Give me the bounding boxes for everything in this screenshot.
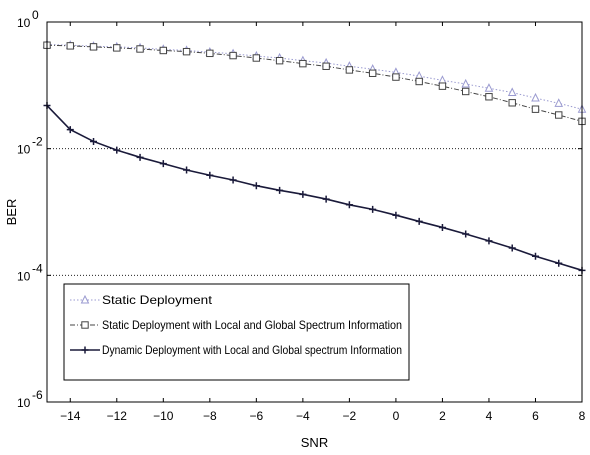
- series-1-point: [461, 78, 471, 88]
- y-tick-label: 100: [17, 8, 39, 30]
- series-2-point: [555, 111, 563, 119]
- series-3-point: [462, 230, 470, 238]
- series-3-line: [46, 104, 583, 272]
- legend-label-2: Static Deployment with Local and Global …: [102, 318, 402, 332]
- series-1-line: [46, 44, 583, 110]
- series-2-point: [299, 59, 307, 68]
- y-tick-label: 10-4: [17, 261, 43, 283]
- series-3-point: [229, 176, 237, 184]
- series-1-point: [484, 83, 494, 92]
- x-tick-label: 6: [532, 409, 539, 423]
- y-tick-label-exponent: 0: [32, 8, 39, 22]
- y-tick-label-exponent: -6: [32, 388, 43, 402]
- legend-box: [63, 283, 410, 381]
- series-3-point: [113, 146, 121, 154]
- series-2-point: [159, 46, 168, 55]
- series-3-point: [183, 166, 191, 174]
- series-2-point: [275, 56, 284, 65]
- series-1-point: [554, 98, 564, 107]
- legend-entry-3: Dynamic Deployment with Local and Global…: [70, 343, 402, 357]
- series-3-point: [90, 137, 98, 145]
- legend-entry-1: Static Deployment: [70, 293, 213, 307]
- x-tick-label: 8: [579, 409, 586, 423]
- series-3-point: [136, 153, 144, 161]
- x-tick-label: −2: [343, 409, 357, 423]
- series-3: [43, 102, 586, 274]
- legend-entry-2: Static Deployment with Local and Global …: [70, 318, 402, 332]
- series-2-point: [113, 44, 121, 52]
- series-3-point: [206, 171, 214, 179]
- x-axis-label: SNR: [301, 435, 328, 450]
- legend-marker-3: [81, 346, 89, 354]
- series-2-point: [531, 105, 540, 113]
- series-2-point: [229, 51, 237, 60]
- series-3-point: [438, 223, 446, 231]
- y-tick-label-exponent: -4: [32, 261, 43, 275]
- series-1-point: [507, 87, 517, 97]
- series-2-point: [392, 73, 400, 81]
- series-3-point: [369, 205, 377, 213]
- series-2-point: [89, 43, 98, 51]
- series-3-point: [322, 195, 330, 203]
- series-2-point: [252, 54, 261, 62]
- x-tick-label: −4: [296, 409, 310, 423]
- series-2-point: [415, 77, 423, 86]
- series-2-point: [206, 49, 214, 58]
- x-tick-label: −10: [153, 409, 174, 423]
- x-tick-label: −6: [250, 409, 264, 423]
- series-1-point: [531, 92, 540, 102]
- series-3-point: [485, 237, 493, 245]
- series-3-point: [159, 160, 167, 168]
- series-3-point: [66, 126, 74, 134]
- legend-marker-2: [81, 321, 89, 329]
- series-3-point: [508, 244, 516, 252]
- series-3-point: [415, 217, 423, 225]
- x-tick-label: −12: [107, 409, 128, 423]
- series-3-point: [252, 182, 260, 190]
- series-3-point: [276, 186, 284, 194]
- y-tick-label-base: 10: [17, 396, 31, 410]
- y-tick-label-base: 10: [17, 16, 31, 30]
- series-2-point: [368, 69, 377, 77]
- series-3-point: [555, 259, 563, 267]
- series-1-point: [438, 75, 447, 84]
- y-tick-label-exponent: -2: [32, 135, 43, 149]
- series-3-point: [299, 190, 307, 198]
- series-2: [43, 41, 586, 126]
- x-tick-label: 0: [393, 409, 400, 423]
- series-2-point: [182, 47, 191, 56]
- series-2-point: [136, 45, 144, 53]
- y-tick-label-base: 10: [17, 269, 31, 283]
- y-tick-label-base: 10: [17, 143, 31, 157]
- series-group: [42, 39, 587, 274]
- y-tick-label: 10-2: [17, 135, 43, 157]
- x-tick-label: 2: [439, 409, 446, 423]
- series-2-point: [322, 62, 330, 70]
- x-tick-label: −14: [60, 409, 81, 423]
- legend-label-1: Static Deployment: [102, 293, 213, 307]
- series-2-line: [46, 44, 583, 122]
- x-tick-label: 4: [486, 409, 493, 423]
- y-tick-label: 10-6: [17, 388, 43, 410]
- x-tick-label: −8: [203, 409, 217, 423]
- series-2-point: [66, 42, 74, 50]
- series-2-point: [485, 93, 493, 101]
- legend-label-3: Dynamic Deployment with Local and Global…: [102, 343, 402, 357]
- series-1: [42, 39, 587, 113]
- series-3-point: [392, 211, 400, 219]
- series-3-point: [531, 252, 539, 260]
- series-3-point: [345, 201, 353, 209]
- series-2-point: [438, 82, 447, 90]
- series-2-point: [461, 87, 470, 96]
- legend: Static Deployment Static Deployment with …: [63, 283, 410, 381]
- series-2-point: [345, 66, 354, 74]
- legend-marker-1: [80, 294, 90, 304]
- plot-frame: [46, 21, 583, 403]
- grid-lines: [47, 148, 582, 276]
- series-2-point: [508, 99, 516, 107]
- y-axis-label: BER: [4, 199, 19, 226]
